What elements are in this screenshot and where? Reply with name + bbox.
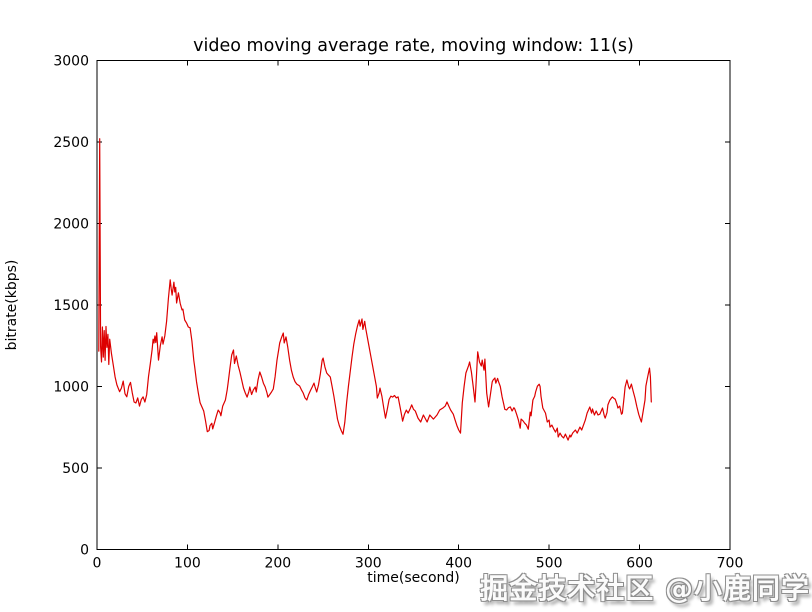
x-tick-label: 600 (626, 556, 653, 572)
y-tick-label: 500 (62, 461, 89, 477)
x-tick-label: 300 (355, 556, 382, 572)
y-tick-label: 2500 (53, 135, 89, 151)
y-tick-label: 3000 (53, 54, 89, 70)
x-axis-label: time(second) (367, 570, 460, 586)
y-tick-label: 1500 (53, 298, 89, 314)
x-tick-label: 200 (264, 556, 291, 572)
x-tick-label: 500 (536, 556, 563, 572)
y-axis-label: bitrate(kbps) (4, 259, 20, 351)
y-tick-label: 1000 (53, 380, 89, 396)
x-tick-label: 0 (93, 556, 102, 572)
y-tick-label: 0 (80, 543, 89, 559)
x-tick-label: 700 (717, 556, 744, 572)
x-tick-label: 400 (445, 556, 472, 572)
axes-frame (96, 60, 731, 550)
chart-title: video moving average rate, moving window… (193, 36, 634, 56)
bitrate-line (98, 138, 652, 441)
x-tick-label: 100 (174, 556, 201, 572)
y-tick-label: 2000 (53, 217, 89, 233)
watermark: 掘金技术社区 @小鹿同学 (480, 572, 810, 605)
